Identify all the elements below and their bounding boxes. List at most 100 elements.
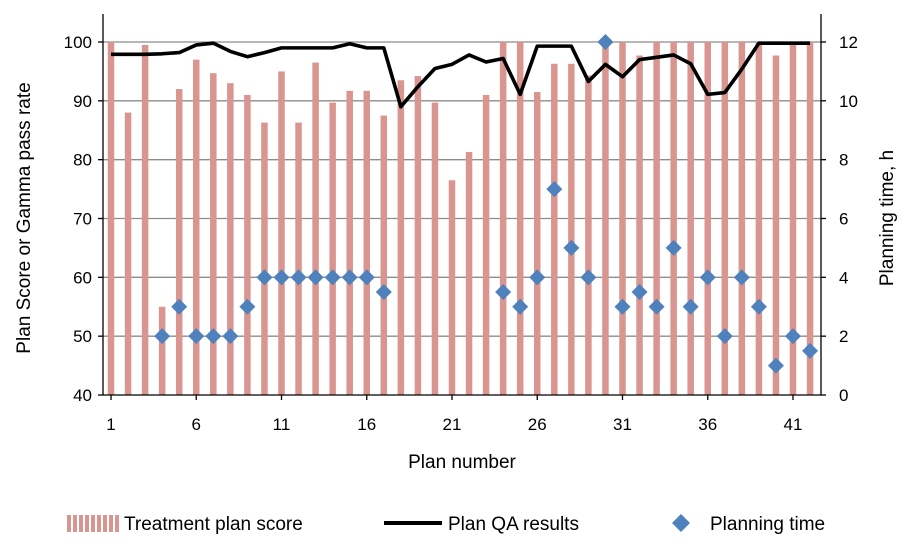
- bar: [670, 42, 677, 395]
- left-tick-label: 80: [73, 151, 92, 170]
- planning-time-point: [648, 298, 665, 315]
- bar: [704, 42, 711, 395]
- left-tick-label: 40: [73, 386, 92, 405]
- planning-time-point: [597, 34, 614, 50]
- planning-time-point: [307, 269, 324, 286]
- bar: [363, 90, 370, 395]
- qa-results-line: [111, 41, 811, 109]
- planning-time-point: [154, 328, 171, 345]
- bar: [227, 83, 234, 395]
- bar: [516, 42, 524, 395]
- planning-time-point: [785, 328, 801, 345]
- planning-time-point: [375, 284, 392, 301]
- planning-time-point: [324, 269, 341, 286]
- bar: [414, 76, 422, 395]
- bar: [141, 44, 149, 396]
- legend-item-line: Plan QA results: [384, 514, 579, 535]
- bar: [210, 73, 217, 395]
- bar: [772, 55, 780, 395]
- bar: [193, 59, 200, 396]
- planning-time-point: [767, 357, 784, 374]
- bar: [448, 180, 456, 395]
- left-axis-title: Plan Score or Gamma pass rate: [14, 82, 35, 353]
- bar: [312, 62, 319, 395]
- planning-time-point: [733, 269, 750, 286]
- bar: [534, 92, 541, 395]
- planning-time-point: [256, 269, 273, 286]
- planning-time-point: [802, 342, 819, 359]
- legend-bar-stripe: [67, 515, 71, 532]
- bar: [551, 63, 558, 395]
- x-tick-label: 41: [784, 415, 803, 434]
- planning-time-point: [512, 298, 529, 315]
- bar: [619, 42, 626, 395]
- planning-time-point: [631, 284, 648, 301]
- planning-time-point: [171, 298, 188, 315]
- planning-time-point: [580, 269, 597, 286]
- bar-series: [107, 42, 814, 396]
- legend-bar-stripe: [79, 515, 83, 532]
- right-tick-label: 0: [839, 386, 848, 405]
- planning-time-point: [750, 298, 767, 315]
- x-axis-tick-labels: 1 6 11 16 21 26 31 36 41: [106, 415, 802, 434]
- x-tick-label: 21: [443, 415, 462, 434]
- bar: [653, 42, 660, 395]
- scatter-series: [154, 34, 819, 374]
- x-tick-label: 11: [273, 415, 291, 434]
- legend-bar-stripe: [91, 515, 95, 532]
- bar: [721, 42, 729, 395]
- planning-time-point: [273, 269, 290, 286]
- bar: [295, 122, 302, 395]
- left-tick-label: 60: [73, 268, 92, 287]
- left-tick-label: 50: [73, 327, 92, 346]
- left-axis-tick-labels: 40 50 60 70 80 90 100: [64, 33, 92, 405]
- planning-time-point: [614, 298, 631, 315]
- left-tick-label: 70: [73, 210, 92, 229]
- bar: [687, 42, 694, 395]
- legend-bar-stripe: [97, 515, 101, 532]
- planning-time-point: [529, 269, 546, 286]
- legend-bar-stripe: [115, 515, 119, 532]
- planning-time-point: [716, 328, 733, 345]
- planning-time-point: [239, 298, 256, 315]
- right-axis-tick-labels: 0 2 4 6 8 10 12: [839, 33, 858, 405]
- bar: [499, 42, 507, 395]
- right-tick-label: 4: [839, 268, 848, 287]
- planning-time-point: [341, 269, 358, 286]
- bar: [482, 94, 490, 395]
- legend-item-bars: Treatment plan score: [67, 514, 303, 535]
- bar: [755, 42, 763, 395]
- planning-time-point: [358, 269, 375, 286]
- x-tick-label: 36: [698, 415, 717, 434]
- bar: [158, 306, 166, 395]
- x-axis-title: Plan number: [408, 452, 516, 473]
- legend-item-scatter: Planning time: [672, 514, 825, 535]
- bar: [278, 71, 285, 396]
- legend-bar-stripe: [103, 515, 107, 532]
- bar: [738, 42, 746, 395]
- bar: [244, 94, 251, 395]
- legend-label-line: Plan QA results: [448, 514, 579, 535]
- planning-time-point: [546, 181, 563, 198]
- planning-time-point: [495, 284, 512, 301]
- bar: [397, 80, 405, 395]
- axes: [98, 14, 826, 400]
- planning-time-point: [665, 239, 682, 256]
- legend-bar-stripe: [109, 515, 113, 532]
- legend-label-scatter: Planning time: [710, 514, 825, 535]
- left-tick-label: 90: [73, 92, 92, 111]
- right-tick-label: 6: [839, 210, 848, 229]
- legend-diamond-swatch: [672, 514, 690, 532]
- bar: [380, 115, 388, 396]
- x-tick-label: 1: [106, 415, 115, 434]
- bar: [329, 102, 336, 396]
- planning-time-point: [682, 298, 699, 315]
- legend: Treatment plan score Plan QA results Pla…: [67, 514, 825, 535]
- planning-time-point: [563, 239, 580, 256]
- planning-time-point: [188, 328, 205, 345]
- right-axis-title: Planning time, h: [877, 150, 898, 286]
- legend-bar-swatch: [67, 515, 119, 532]
- bar: [107, 42, 115, 395]
